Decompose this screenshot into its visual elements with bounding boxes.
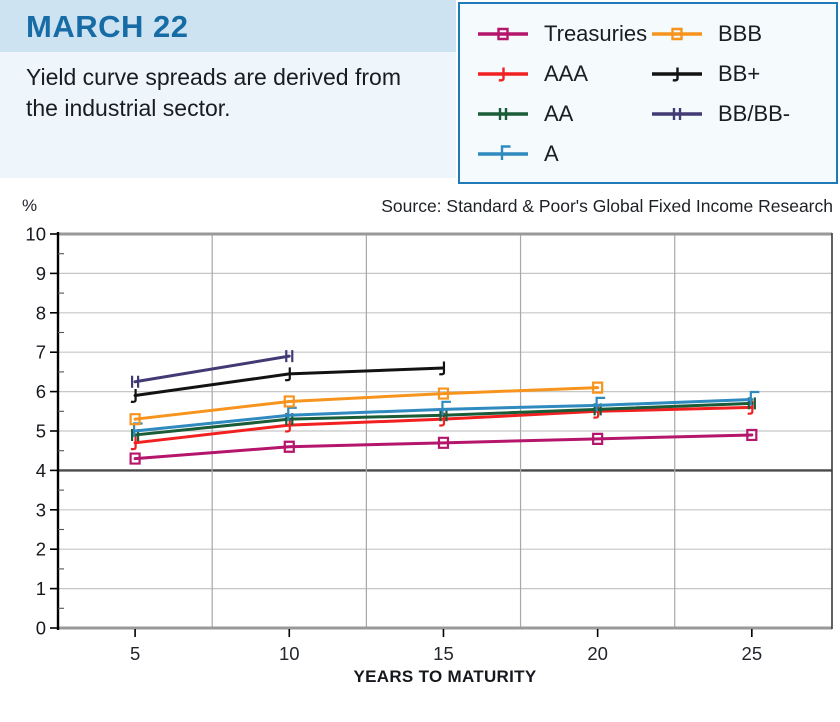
legend-item-AA: AA: [476, 94, 650, 134]
y-tick-label: 4: [36, 460, 46, 481]
x-axis-title: YEARS TO MATURITY: [353, 667, 537, 686]
x-tick-label: 15: [433, 643, 454, 664]
series-markers-AA: [130, 397, 756, 441]
legend-marker-icon: [652, 108, 702, 120]
source-note: Source: Standard & Poor's Global Fixed I…: [381, 196, 833, 216]
chart-legend: Treasuries AAA AA A BBB BB+ BB/BB-: [458, 2, 838, 184]
y-tick-label: 1: [36, 578, 46, 599]
legend-label: AA: [544, 101, 574, 126]
y-tick-label: 8: [36, 302, 46, 323]
series-markers-BB+: [130, 361, 446, 403]
series-markers-BB/BB-: [130, 350, 294, 388]
legend-item-BB+: BB+: [650, 54, 824, 94]
page-title: MARCH 22: [26, 9, 189, 44]
legend-marker-icon: [478, 108, 528, 120]
y-tick-label: 5: [36, 421, 46, 442]
x-tick-label: 20: [587, 643, 608, 664]
header-strip: MARCH 22: [0, 0, 456, 52]
legend-item-A: A: [476, 134, 650, 174]
y-tick-label: 7: [36, 342, 46, 363]
legend-marker-icon: [478, 67, 528, 82]
legend-label: Treasuries: [544, 21, 648, 46]
legend-marker-icon: [652, 27, 702, 41]
legend-marker-icon: [478, 145, 528, 160]
legend-label: AAA: [544, 61, 589, 86]
y-tick-label: 10: [25, 224, 46, 245]
y-tick-label: 6: [36, 381, 46, 402]
series-markers-AAA: [130, 400, 754, 451]
legend-label: BBB: [718, 21, 763, 46]
y-tick-label: 0: [36, 618, 46, 639]
y-tick-label: 3: [36, 499, 46, 520]
legend-item-AAA: AAA: [476, 54, 650, 94]
series-line-Treasuries: [133, 433, 754, 461]
legend-label: BB+: [718, 61, 761, 86]
x-tick-label: 5: [130, 643, 140, 664]
legend-items: Treasuries AAA AA A BBB BB+ BB/BB-: [476, 14, 824, 174]
y-tick-label: 9: [36, 263, 46, 284]
x-tick-label: 25: [742, 643, 763, 664]
legend-label: A: [544, 141, 559, 166]
legend-item-BB/BB-: BB/BB-: [650, 94, 824, 134]
series-line-BBB: [133, 386, 600, 421]
page-subtitle: Yield curve spreads are derived from the…: [26, 64, 401, 122]
y-axis-unit-label: %: [22, 196, 38, 215]
legend-label: BB/BB-: [718, 101, 791, 126]
subtitle-strip: Yield curve spreads are derived from the…: [0, 52, 456, 178]
series-markers-Treasuries: [129, 428, 758, 465]
legend-marker-icon: [478, 27, 528, 41]
series-markers-BBB: [129, 381, 604, 426]
legend-marker-icon: [652, 67, 702, 82]
legend-item-BBB: BBB: [650, 14, 824, 54]
legend-item-Treasuries: Treasuries: [476, 14, 650, 54]
series-line-BB/BB-: [133, 354, 291, 384]
x-tick-label: 10: [279, 643, 300, 664]
y-tick-label: 2: [36, 539, 46, 560]
